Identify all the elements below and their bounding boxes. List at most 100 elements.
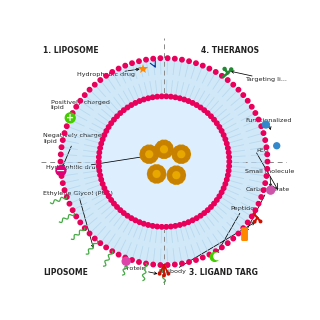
Circle shape [220,245,224,250]
Circle shape [125,213,130,218]
Text: Antibody: Antibody [158,223,254,274]
Circle shape [236,87,241,92]
Circle shape [58,159,63,164]
Circle shape [70,111,75,115]
Circle shape [194,61,198,65]
Circle shape [225,141,229,146]
Circle shape [104,129,108,133]
Circle shape [253,208,258,212]
Circle shape [181,173,185,177]
Circle shape [156,144,160,148]
Circle shape [262,121,269,128]
Text: 4. THERANOS: 4. THERANOS [201,46,259,55]
Circle shape [161,175,165,179]
Circle shape [141,149,145,153]
Text: Positively charged
lipid: Positively charged lipid [51,100,110,115]
Circle shape [148,169,153,173]
Text: LIPOSOME: LIPOSOME [43,268,88,277]
Text: Negatively charged
lipid: Negatively charged lipid [43,133,106,167]
Circle shape [223,68,226,70]
Circle shape [217,194,221,198]
Circle shape [137,59,141,63]
Circle shape [67,202,72,206]
Circle shape [150,177,155,181]
Circle shape [163,140,168,145]
Circle shape [97,159,101,164]
Circle shape [236,231,241,236]
Circle shape [97,168,101,173]
Circle shape [133,218,138,222]
Circle shape [159,177,163,181]
Circle shape [207,252,212,257]
Circle shape [148,175,153,179]
Circle shape [104,190,108,195]
Circle shape [109,121,113,125]
Circle shape [250,214,254,219]
Circle shape [207,66,212,71]
Circle shape [115,205,119,209]
Circle shape [78,220,83,225]
Circle shape [102,186,107,190]
Circle shape [180,58,184,62]
Circle shape [153,149,158,153]
Circle shape [168,144,172,148]
Circle shape [172,262,177,267]
Circle shape [180,145,185,150]
Circle shape [104,245,108,250]
Circle shape [100,137,105,141]
Circle shape [107,194,111,198]
Circle shape [116,66,121,71]
Circle shape [217,125,221,129]
Circle shape [155,147,159,151]
Circle shape [176,166,180,171]
Circle shape [175,157,179,162]
Circle shape [212,117,216,122]
Circle shape [123,63,127,68]
Circle shape [245,220,250,225]
FancyBboxPatch shape [242,228,247,240]
Circle shape [65,195,69,199]
Circle shape [59,145,64,149]
Circle shape [250,105,254,109]
Text: Targeting li...: Targeting li... [231,71,287,82]
Circle shape [172,56,177,61]
Text: +: + [66,113,74,123]
Circle shape [59,152,63,156]
Circle shape [179,178,183,183]
Circle shape [160,140,165,145]
Circle shape [178,145,182,150]
Circle shape [178,159,182,163]
Circle shape [213,249,218,253]
Circle shape [169,94,173,99]
Circle shape [122,108,126,112]
Circle shape [123,255,127,260]
Circle shape [170,178,174,183]
Circle shape [146,145,150,150]
Circle shape [158,56,163,60]
Circle shape [173,149,177,153]
Circle shape [151,262,156,267]
Circle shape [198,213,203,218]
Circle shape [142,221,146,226]
Circle shape [125,105,130,110]
Circle shape [183,157,188,162]
Circle shape [137,99,142,103]
Circle shape [172,166,177,171]
Circle shape [223,137,228,141]
Circle shape [140,152,145,156]
Circle shape [87,231,92,236]
Circle shape [182,221,186,226]
Circle shape [187,59,191,63]
Text: −: − [56,166,66,176]
Circle shape [161,169,165,173]
Circle shape [166,142,171,146]
Circle shape [227,159,231,164]
Circle shape [160,154,165,158]
Circle shape [201,63,205,68]
Circle shape [166,152,171,157]
Circle shape [92,83,97,87]
Circle shape [259,220,262,223]
Circle shape [97,150,101,155]
Circle shape [151,157,156,162]
Circle shape [209,114,213,118]
